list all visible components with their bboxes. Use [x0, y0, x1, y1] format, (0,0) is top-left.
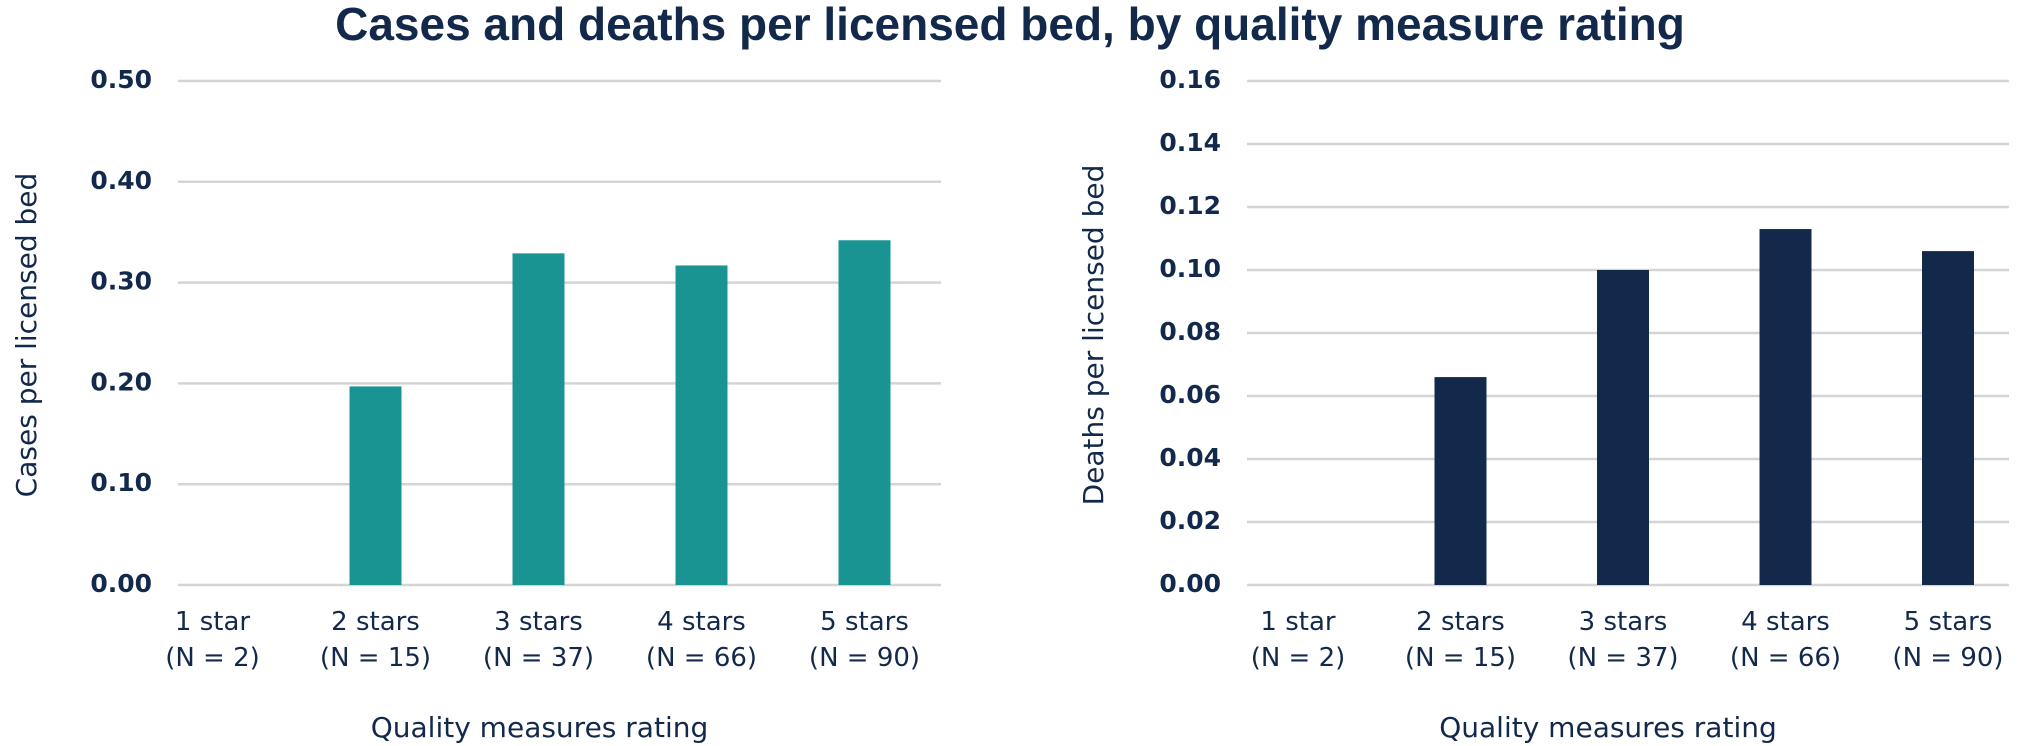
y-tick-label: 0.16 — [1159, 65, 1221, 94]
bar — [349, 386, 402, 585]
x-tick-label: 3 stars (N = 37) — [483, 607, 594, 673]
bar — [675, 265, 728, 585]
x-tick-label-line: (N = 37) — [483, 643, 594, 673]
x-tick-label: 1 star (N = 2) — [165, 607, 260, 673]
x-tick-label-line: (N = 66) — [646, 643, 757, 673]
y-tick-label: 0.06 — [1159, 380, 1221, 409]
x-tick-label: 4 stars (N = 66) — [1730, 607, 1841, 673]
x-tick-label-line: (N = 2) — [1251, 643, 1346, 673]
y-tick-label: 0.14 — [1159, 128, 1221, 157]
y-tick-label: 0.10 — [1159, 254, 1221, 283]
y-tick-label: 0.02 — [1159, 506, 1221, 535]
x-tick-label-line: 3 stars — [1579, 607, 1668, 637]
x-tick-label: 2 stars (N = 15) — [320, 607, 431, 673]
x-tick-label-line: 4 stars — [1741, 607, 1830, 637]
y-tick-label: 0.00 — [1159, 569, 1221, 598]
x-tick-label: 1 star (N = 2) — [1251, 607, 1346, 673]
y-tick-label: 0.10 — [90, 468, 152, 497]
x-tick-label: 5 stars (N = 90) — [809, 607, 920, 673]
x-tick-label-line: 2 stars — [1416, 607, 1505, 637]
y-tick-label: 0.40 — [90, 166, 152, 195]
x-tick-label-line: (N = 90) — [809, 643, 920, 673]
y-tick-label: 0.04 — [1159, 443, 1221, 472]
x-tick-label-line: (N = 2) — [165, 643, 260, 673]
x-axis-label: Quality measures rating — [1439, 711, 1777, 744]
x-axis-label: Quality measures rating — [371, 711, 709, 744]
x-tick-label: 3 stars (N = 37) — [1567, 607, 1678, 673]
x-tick-label-line: (N = 15) — [1405, 643, 1516, 673]
bar — [1597, 270, 1649, 585]
x-tick-label-line: 5 stars — [1904, 607, 1993, 637]
y-tick-label: 0.12 — [1159, 191, 1221, 220]
y-tick-label: 0.30 — [90, 267, 152, 296]
x-tick-label: 2 stars (N = 15) — [1405, 607, 1516, 673]
bar — [1434, 377, 1487, 585]
y-axis-label: Deaths per licensed bed — [1077, 165, 1110, 506]
bar — [1759, 229, 1812, 586]
x-tick-label-line: 3 stars — [494, 607, 583, 637]
x-tick-label-line: 4 stars — [657, 607, 746, 637]
x-tick-label-line: (N = 37) — [1567, 643, 1678, 673]
y-tick-label: 0.20 — [90, 367, 152, 396]
x-tick-label-line: 2 stars — [331, 607, 420, 637]
x-tick-label: 4 stars (N = 66) — [646, 607, 757, 673]
x-tick-label-line: 1 star — [175, 607, 250, 637]
y-tick-label: 0.50 — [90, 65, 152, 94]
x-tick-label: 5 stars (N = 90) — [1892, 607, 2003, 673]
bar — [512, 253, 565, 586]
y-tick-label: 0.08 — [1159, 317, 1221, 346]
bar — [1922, 251, 1974, 585]
x-tick-label-line: 1 star — [1260, 607, 1335, 637]
x-tick-label-line: (N = 66) — [1730, 643, 1841, 673]
x-tick-label-line: (N = 15) — [320, 643, 431, 673]
bar — [838, 240, 891, 586]
x-tick-label-line: (N = 90) — [1892, 643, 2003, 673]
y-tick-label: 0.00 — [90, 569, 152, 598]
x-tick-label-line: 5 stars — [820, 607, 909, 637]
y-axis-label: Cases per licensed bed — [10, 173, 43, 498]
chart-title: Cases and deaths per licensed bed, by qu… — [335, 0, 1685, 50]
